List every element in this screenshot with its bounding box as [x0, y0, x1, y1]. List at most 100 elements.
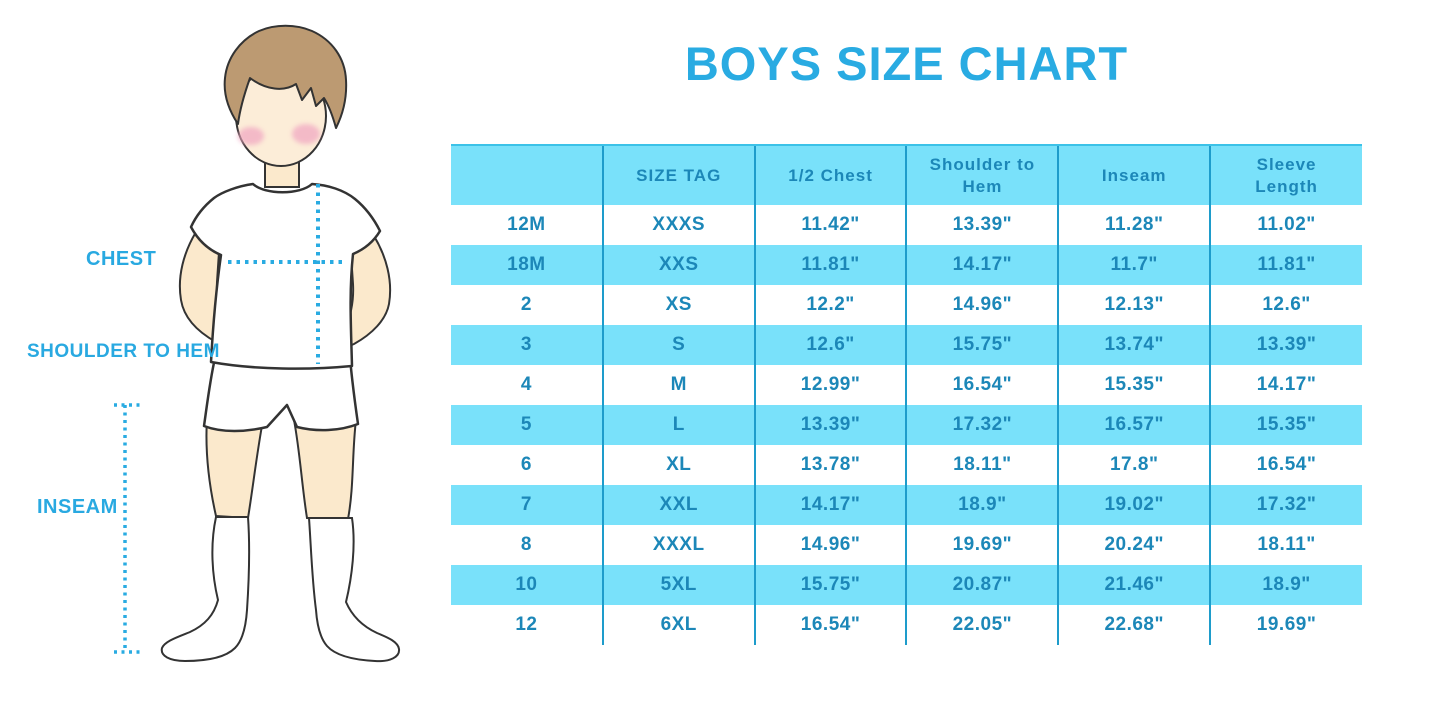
cell: S	[601, 325, 755, 365]
cell: 11.81"	[753, 245, 907, 285]
cell: 12.99"	[753, 365, 907, 405]
cell: 22.68"	[1057, 605, 1211, 645]
boy-shorts	[202, 356, 360, 433]
cell: 12M	[507, 214, 546, 235]
boy-hair	[223, 24, 348, 129]
cell: 16.54"	[1209, 445, 1362, 485]
cell: 22.05"	[905, 605, 1059, 645]
col-header-size-tag: SIZE TAG	[601, 144, 755, 205]
cell: 8	[520, 534, 532, 555]
cell: 14.17"	[753, 485, 907, 525]
cell: 12.13"	[1057, 285, 1211, 325]
cell: 11.28"	[1057, 205, 1211, 245]
header-row: SIZE TAG 1/2 Chest Shoulder to Hem Insea…	[451, 144, 1362, 205]
inseam-label: INSEAM	[37, 496, 118, 518]
cell: 20.87"	[905, 565, 1059, 605]
cell: 11.7"	[1057, 245, 1211, 285]
table-row: 12 6XL 16.54" 22.05" 22.68" 19.69"	[451, 605, 1362, 645]
cell: XXXS	[601, 205, 755, 245]
cell: 18.11"	[905, 445, 1059, 485]
cell: 13.78"	[753, 445, 907, 485]
cell: 18.9"	[1209, 565, 1362, 605]
cell: 13.39"	[753, 405, 907, 445]
cell: 3	[451, 325, 603, 365]
cell: 21.46"	[1057, 565, 1211, 605]
boy-left-cheek	[238, 127, 264, 145]
table-row: 7 XXL 14.17" 18.9" 19.02" 17.32"	[451, 485, 1362, 525]
col-header-inseam: Inseam	[1057, 144, 1211, 205]
cell: 6XL	[601, 605, 755, 645]
cell: 11.02"	[1209, 205, 1362, 245]
cell: 10	[451, 565, 603, 605]
cell: 11.81"	[1209, 245, 1362, 285]
cell: 11.42"	[753, 205, 907, 245]
size-table-body: 12M XXXS 11.42" 13.39" 11.28" 11.02" 18M…	[451, 205, 1362, 645]
cell: 14.96"	[905, 285, 1059, 325]
col-header-sleeve-length: Sleeve Length	[1209, 144, 1362, 205]
cell: 14.17"	[905, 245, 1059, 285]
table-row: 2 XS 12.2" 14.96" 12.13" 12.6"	[451, 285, 1362, 325]
cell: 12.2"	[753, 285, 907, 325]
cell: 15.35"	[1057, 365, 1211, 405]
table-row: 18M XXS 11.81" 14.17" 11.7" 11.81"	[451, 245, 1362, 285]
cell: 16.57"	[1057, 405, 1211, 445]
shoulder-to-hem-label: SHOULDER TO HEM	[27, 341, 220, 362]
cell: 20.24"	[1057, 525, 1211, 565]
size-table-header: SIZE TAG 1/2 Chest Shoulder to Hem Insea…	[451, 144, 1362, 205]
cell: 14.96"	[753, 525, 907, 565]
cell: 5XL	[601, 565, 755, 605]
cell: 15.75"	[905, 325, 1059, 365]
cell: 7	[451, 485, 603, 525]
cell: 4	[520, 374, 532, 395]
page-title: BOYS SIZE CHART	[684, 37, 1129, 90]
cell: XXS	[601, 245, 755, 285]
cell: 2	[520, 294, 532, 315]
cell: 13.39"	[1209, 325, 1362, 365]
boy-illustration	[114, 24, 401, 663]
chest-label: CHEST	[86, 248, 157, 270]
col-header-shoulder-to-hem: Shoulder to Hem	[905, 144, 1059, 205]
cell: L	[601, 405, 755, 445]
boy-left-leg	[205, 416, 265, 520]
cell: M	[601, 365, 755, 405]
col-header-half-chest: 1/2 Chest	[753, 144, 907, 205]
cell: 5	[451, 405, 603, 445]
cell: 18.11"	[1209, 525, 1362, 565]
cell: 14.17"	[1209, 365, 1362, 405]
cell: 15.35"	[1209, 405, 1362, 445]
cell: XL	[601, 445, 755, 485]
cell: 6	[520, 454, 532, 475]
boy-shirt	[189, 182, 382, 370]
table-row: 6 XL 13.78" 18.11" 17.8" 16.54"	[451, 445, 1362, 485]
cell: XXXL	[601, 525, 755, 565]
cell: XS	[601, 285, 755, 325]
cell: 13.74"	[1057, 325, 1211, 365]
table-row: 8 XXXL 14.96" 19.69" 20.24" 18.11"	[451, 525, 1362, 565]
cell: 16.54"	[753, 605, 907, 645]
table-row: 4 M 12.99" 16.54" 15.35" 14.17"	[451, 365, 1362, 405]
cell: 18M	[451, 245, 603, 285]
boy-right-sock	[307, 517, 401, 663]
col-header-size	[451, 144, 603, 205]
cell: 12	[515, 614, 538, 635]
cell: 19.69"	[1209, 605, 1362, 645]
cell: 17.32"	[905, 405, 1059, 445]
cell: 12.6"	[753, 325, 907, 365]
table-row: 3 S 12.6" 15.75" 13.74" 13.39"	[451, 325, 1362, 365]
cell: XXL	[601, 485, 755, 525]
cell: 18.9"	[905, 485, 1059, 525]
cell: 17.32"	[1209, 485, 1362, 525]
boy-left-sock	[160, 516, 251, 663]
cell: 15.75"	[753, 565, 907, 605]
boy-right-cheek	[292, 124, 320, 144]
size-table: SIZE TAG 1/2 Chest Shoulder to Hem Insea…	[451, 144, 1362, 645]
table-row: 10 5XL 15.75" 20.87" 21.46" 18.9"	[451, 565, 1362, 605]
cell: 19.02"	[1057, 485, 1211, 525]
table-row: 5 L 13.39" 17.32" 16.57" 15.35"	[451, 405, 1362, 445]
cell: 16.54"	[905, 365, 1059, 405]
table-row: 12M XXXS 11.42" 13.39" 11.28" 11.02"	[451, 205, 1362, 245]
cell: 19.69"	[905, 525, 1059, 565]
cell: 12.6"	[1209, 285, 1362, 325]
cell: 17.8"	[1057, 445, 1211, 485]
